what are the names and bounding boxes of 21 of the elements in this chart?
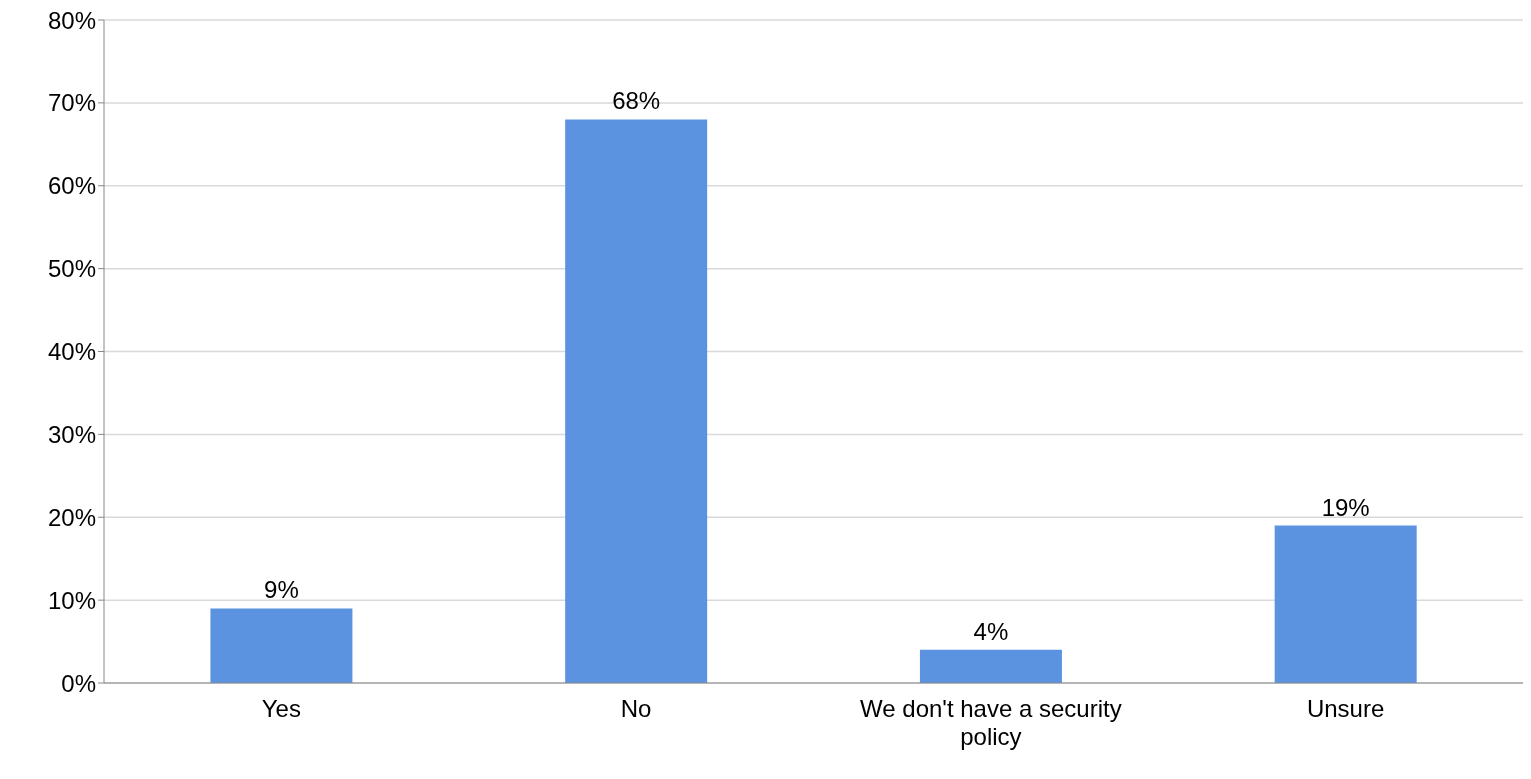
y-tick-label: 60%	[47, 172, 96, 200]
y-tick-label: 10%	[47, 586, 96, 614]
y-tick-label: 50%	[47, 255, 96, 283]
x-tick-label: No	[620, 695, 652, 722]
bar	[565, 119, 708, 683]
y-tick-label: 80%	[47, 6, 96, 34]
x-tick-label: Unsure	[1306, 695, 1385, 722]
x-tick-label: Yes	[261, 695, 301, 722]
y-tick-label: 40%	[47, 338, 96, 366]
y-tick-label: 30%	[47, 420, 96, 448]
y-tick-label: 70%	[47, 89, 96, 117]
bar	[1274, 525, 1417, 683]
x-tick-label: We don't have a security policy	[860, 695, 1122, 750]
data-label: 19%	[1321, 493, 1370, 521]
data-label: 68%	[612, 87, 661, 115]
bar	[210, 608, 353, 683]
data-label: 9%	[264, 576, 299, 604]
y-tick-label: 0%	[61, 669, 96, 697]
bar	[919, 649, 1062, 683]
data-label: 4%	[973, 617, 1009, 645]
y-tick-label: 20%	[47, 503, 96, 531]
